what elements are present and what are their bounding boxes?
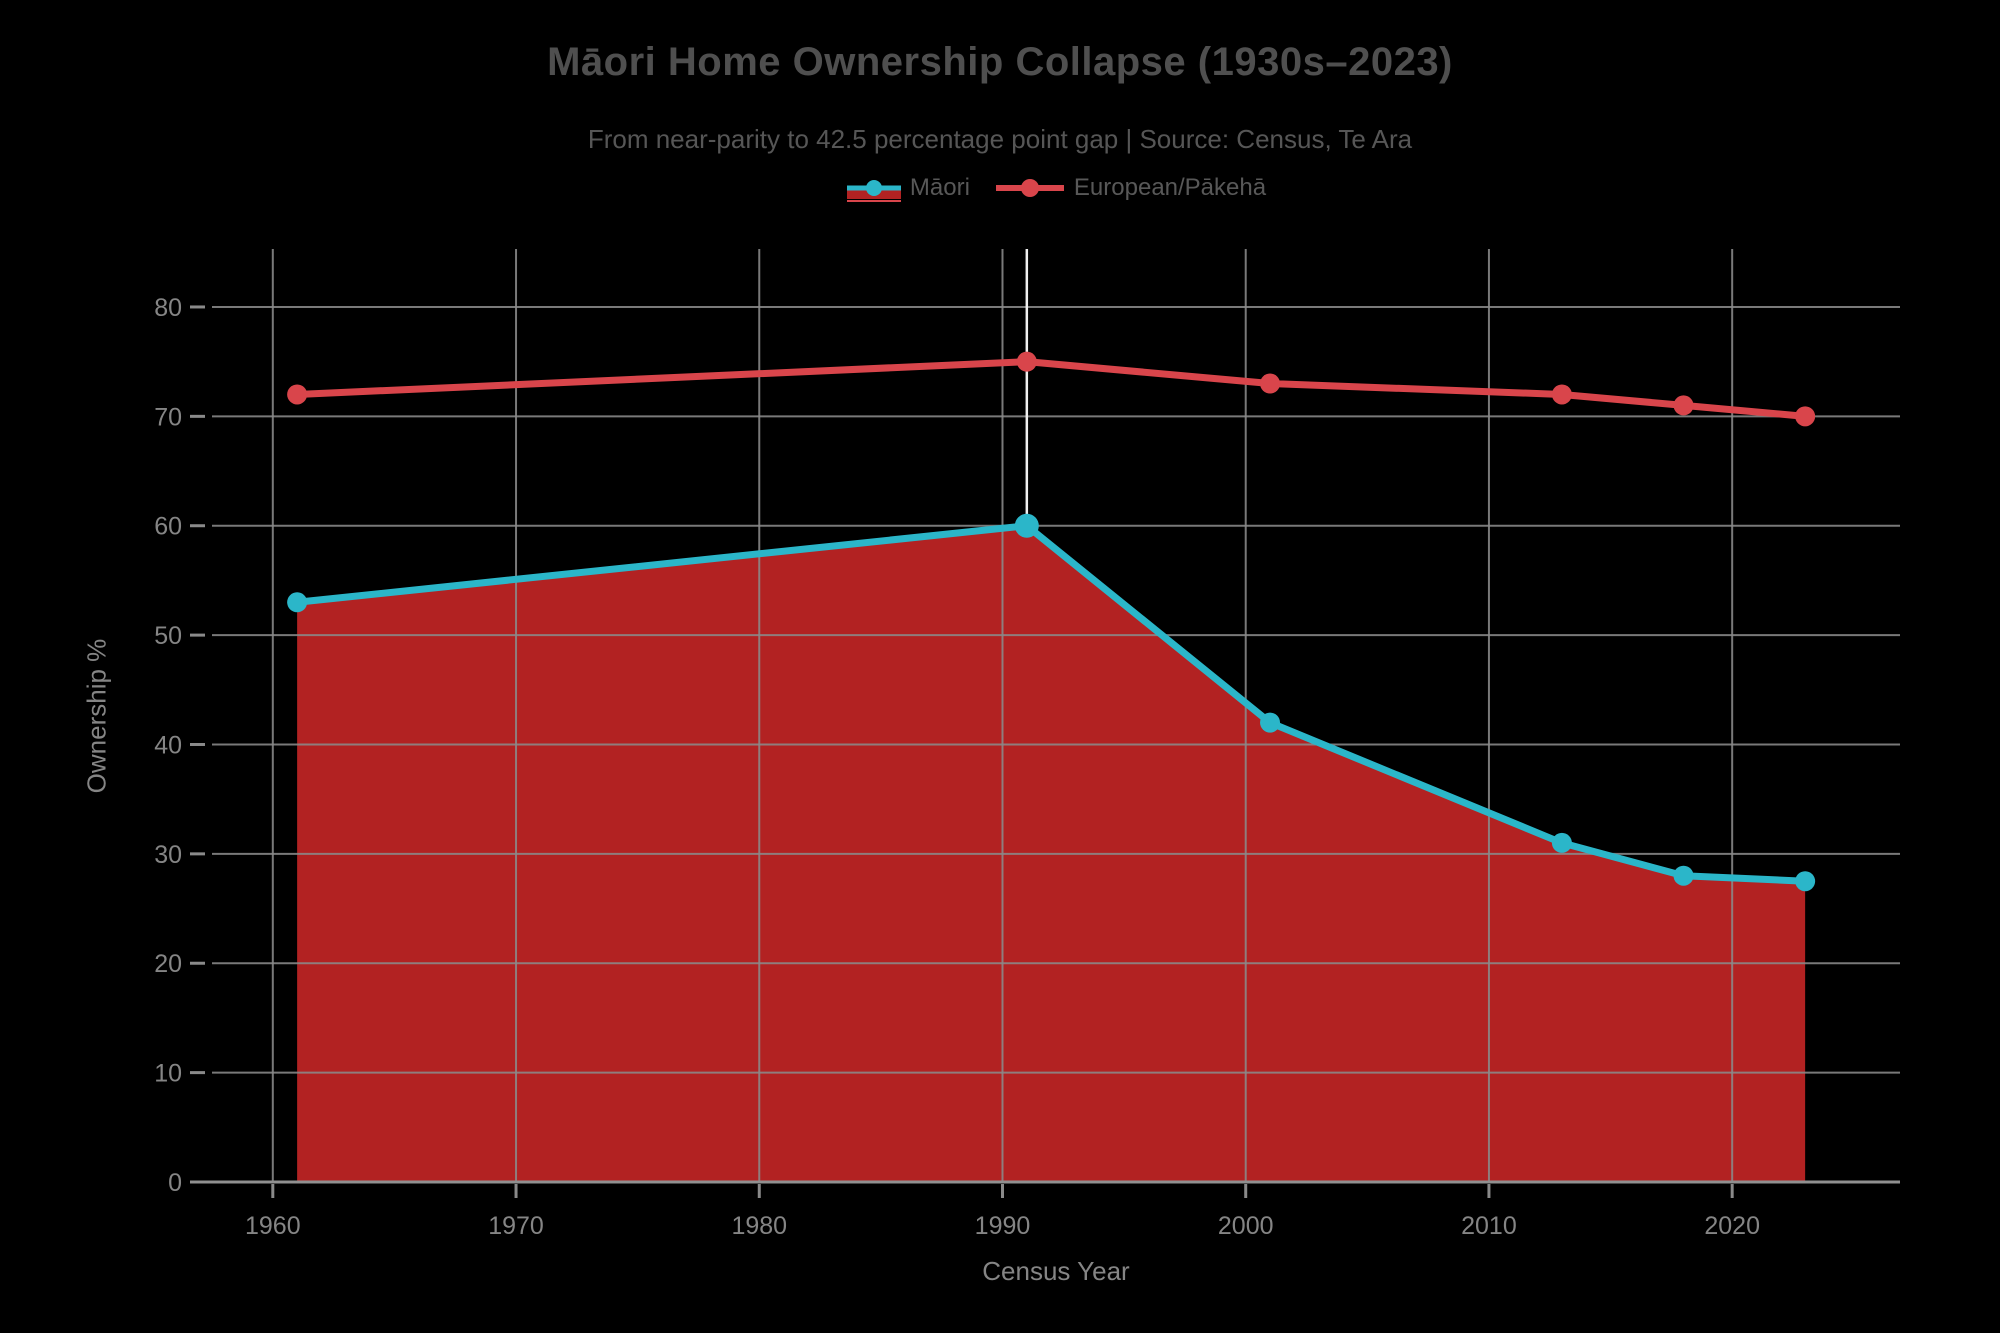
data-point-european-pakeha-2001[interactable] [1260,373,1281,394]
y-tick-label-50: 50 [154,622,182,650]
european-line-swatch [995,179,1064,197]
x-tick-label-2020: 2020 [1704,1212,1760,1240]
data-point-maori-2023[interactable] [1795,871,1816,892]
data-point-maori-1991[interactable] [1014,513,1039,538]
x-axis-title: Census Year [982,1256,1130,1286]
y-tick-label-30: 30 [154,841,182,869]
data-point-maori-1961[interactable] [287,592,308,613]
series-line-maori [293,522,1809,885]
data-point-maori-2013[interactable] [1551,832,1572,853]
chart-title: Māori Home Ownership Collapse (1930s–202… [547,40,1453,84]
x-tick-label-1970: 1970 [488,1212,544,1240]
y-tick-label-70: 70 [154,403,182,431]
data-point-european-pakeha-2013[interactable] [1551,384,1572,405]
data-point-maori-2018[interactable] [1673,865,1694,886]
x-tick-label-1980: 1980 [731,1212,787,1240]
x-tick-label-2000: 2000 [1218,1212,1274,1240]
maori-area-swatch [846,180,901,202]
legend: Māori European/Pākehā [212,168,1900,208]
legend-item-maori[interactable]: Māori [846,172,970,204]
chart-subtitle: From near-parity to 42.5 percentage poin… [587,124,1413,154]
data-point-european-pakeha-2023[interactable] [1795,406,1816,427]
plot-area: 0 10 20 30 40 50 60 70 80 1960 1970 1980 1990 2000 201… [154,249,1900,1240]
y-tick-label-80: 80 [154,294,182,322]
legend-label-maori: Māori [909,174,970,201]
legend-item-european-pakeha[interactable]: European/Pākehā [994,172,1266,204]
x-tick-label-1960: 1960 [245,1212,301,1240]
data-point-european-pakeha-1991[interactable] [1016,351,1037,372]
data-point-maori-2001[interactable] [1260,712,1281,733]
y-axis-title: Ownership % [81,638,112,794]
data-point-european-pakeha-2018[interactable] [1673,395,1694,416]
y-tick-label-0: 0 [168,1169,182,1197]
legend-label-european-pakeha: European/Pākehā [1073,174,1267,201]
x-tick-label-1990: 1990 [975,1212,1031,1240]
y-tick-label-40: 40 [154,731,182,759]
y-tick-label-20: 20 [154,950,182,978]
y-tick-label-60: 60 [154,513,182,541]
series-line-european-pakeha [293,358,1809,420]
data-point-european-pakeha-1961[interactable] [287,384,308,405]
x-tick-label-2010: 2010 [1461,1212,1517,1240]
y-tick-label-10: 10 [154,1060,182,1088]
